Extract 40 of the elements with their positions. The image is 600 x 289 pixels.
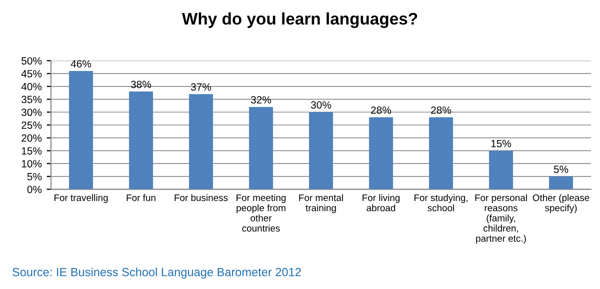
bar <box>489 150 513 190</box>
x-tick-label: For living abroad <box>362 194 400 212</box>
y-tick-label: 5% <box>27 172 42 180</box>
data-label: 30% <box>310 101 332 109</box>
x-tick-label: For studying, school <box>414 194 468 212</box>
x-tick-label: For fun <box>126 194 156 202</box>
y-tick-label: 0% <box>27 186 42 194</box>
data-label: 28% <box>371 106 392 114</box>
y-tick-label: 45% <box>21 70 42 78</box>
bar <box>369 117 393 190</box>
data-label: 46% <box>70 60 92 68</box>
x-tick-label: For meeting people from other countries <box>236 194 286 232</box>
data-label: 5% <box>554 166 568 173</box>
y-tick-label: 10% <box>22 160 42 168</box>
data-label: 32% <box>250 96 272 104</box>
x-tick-label: For travelling <box>54 194 108 203</box>
bar <box>429 117 453 190</box>
source-note: Source: IE Business School Language Barometer 2012 <box>12 268 301 279</box>
data-label: 38% <box>130 80 152 88</box>
x-tick-label: For business <box>174 194 228 202</box>
y-tick-label: 30% <box>22 108 42 116</box>
chart-title: Why do you learn languages? <box>182 12 418 28</box>
data-label: 15% <box>491 140 512 148</box>
bar <box>69 70 93 190</box>
y-tick-label: 20% <box>22 134 42 142</box>
y-tick-label: 25% <box>22 121 42 129</box>
bar <box>549 176 573 190</box>
bar <box>129 92 153 190</box>
y-tick-label: 40% <box>21 82 42 90</box>
bar <box>189 94 213 190</box>
data-label: 37% <box>190 83 212 91</box>
bar <box>309 112 333 190</box>
data-label: 28% <box>431 106 452 114</box>
y-tick-label: 50% <box>22 57 42 65</box>
y-tick-label: 15% <box>22 147 42 155</box>
y-tick-label: 35% <box>22 96 42 104</box>
x-tick-label: For mental training <box>299 194 343 214</box>
bar <box>249 106 273 190</box>
x-tick-label: Other (please specify) <box>532 194 590 214</box>
x-tick-label: For personal reasons (family, children, partner etc.) <box>475 194 527 244</box>
